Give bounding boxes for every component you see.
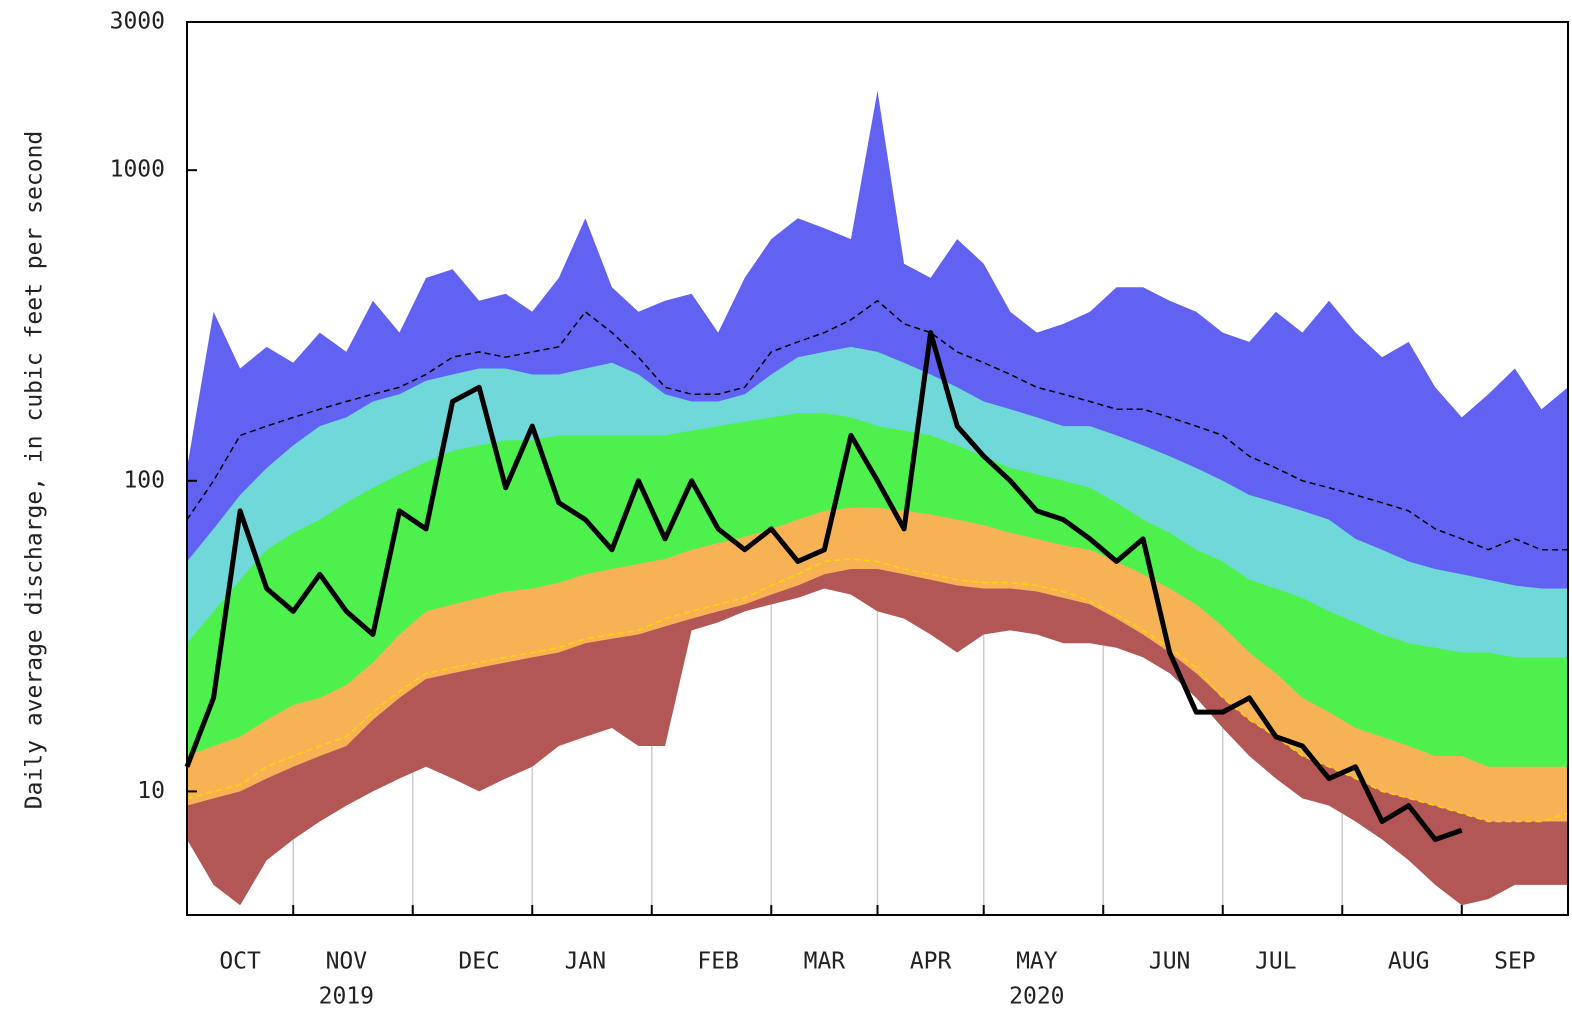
y-tick-label: 1000 — [110, 157, 165, 183]
x-year-label: 2019 — [319, 984, 374, 1010]
x-tick-label: FEB — [697, 949, 739, 975]
x-tick-label: JAN — [565, 949, 607, 975]
x-tick-label: MAY — [1016, 949, 1058, 975]
x-tick-label: OCT — [219, 949, 261, 975]
x-tick-label: JUL — [1255, 949, 1297, 975]
y-tick-label: 100 — [123, 467, 165, 493]
y-axis-label: Daily average discharge, in cubic feet p… — [22, 131, 48, 810]
series-line — [184, 330, 1463, 843]
x-year-label: 2020 — [1009, 984, 1064, 1010]
x-tick-label: SEP — [1494, 949, 1536, 975]
x-tick-label: DEC — [458, 949, 500, 975]
x-tick-label: JUN — [1149, 949, 1191, 975]
series-line — [186, 558, 1569, 823]
series-line — [186, 299, 1568, 551]
y-tick-label: 3000 — [110, 9, 165, 35]
x-tick-label: AUG — [1388, 949, 1430, 975]
x-tick-label: NOV — [326, 949, 368, 975]
x-tick-label: MAR — [804, 949, 846, 975]
y-tick-label: 10 — [137, 778, 165, 804]
x-tick-label: APR — [910, 949, 952, 975]
